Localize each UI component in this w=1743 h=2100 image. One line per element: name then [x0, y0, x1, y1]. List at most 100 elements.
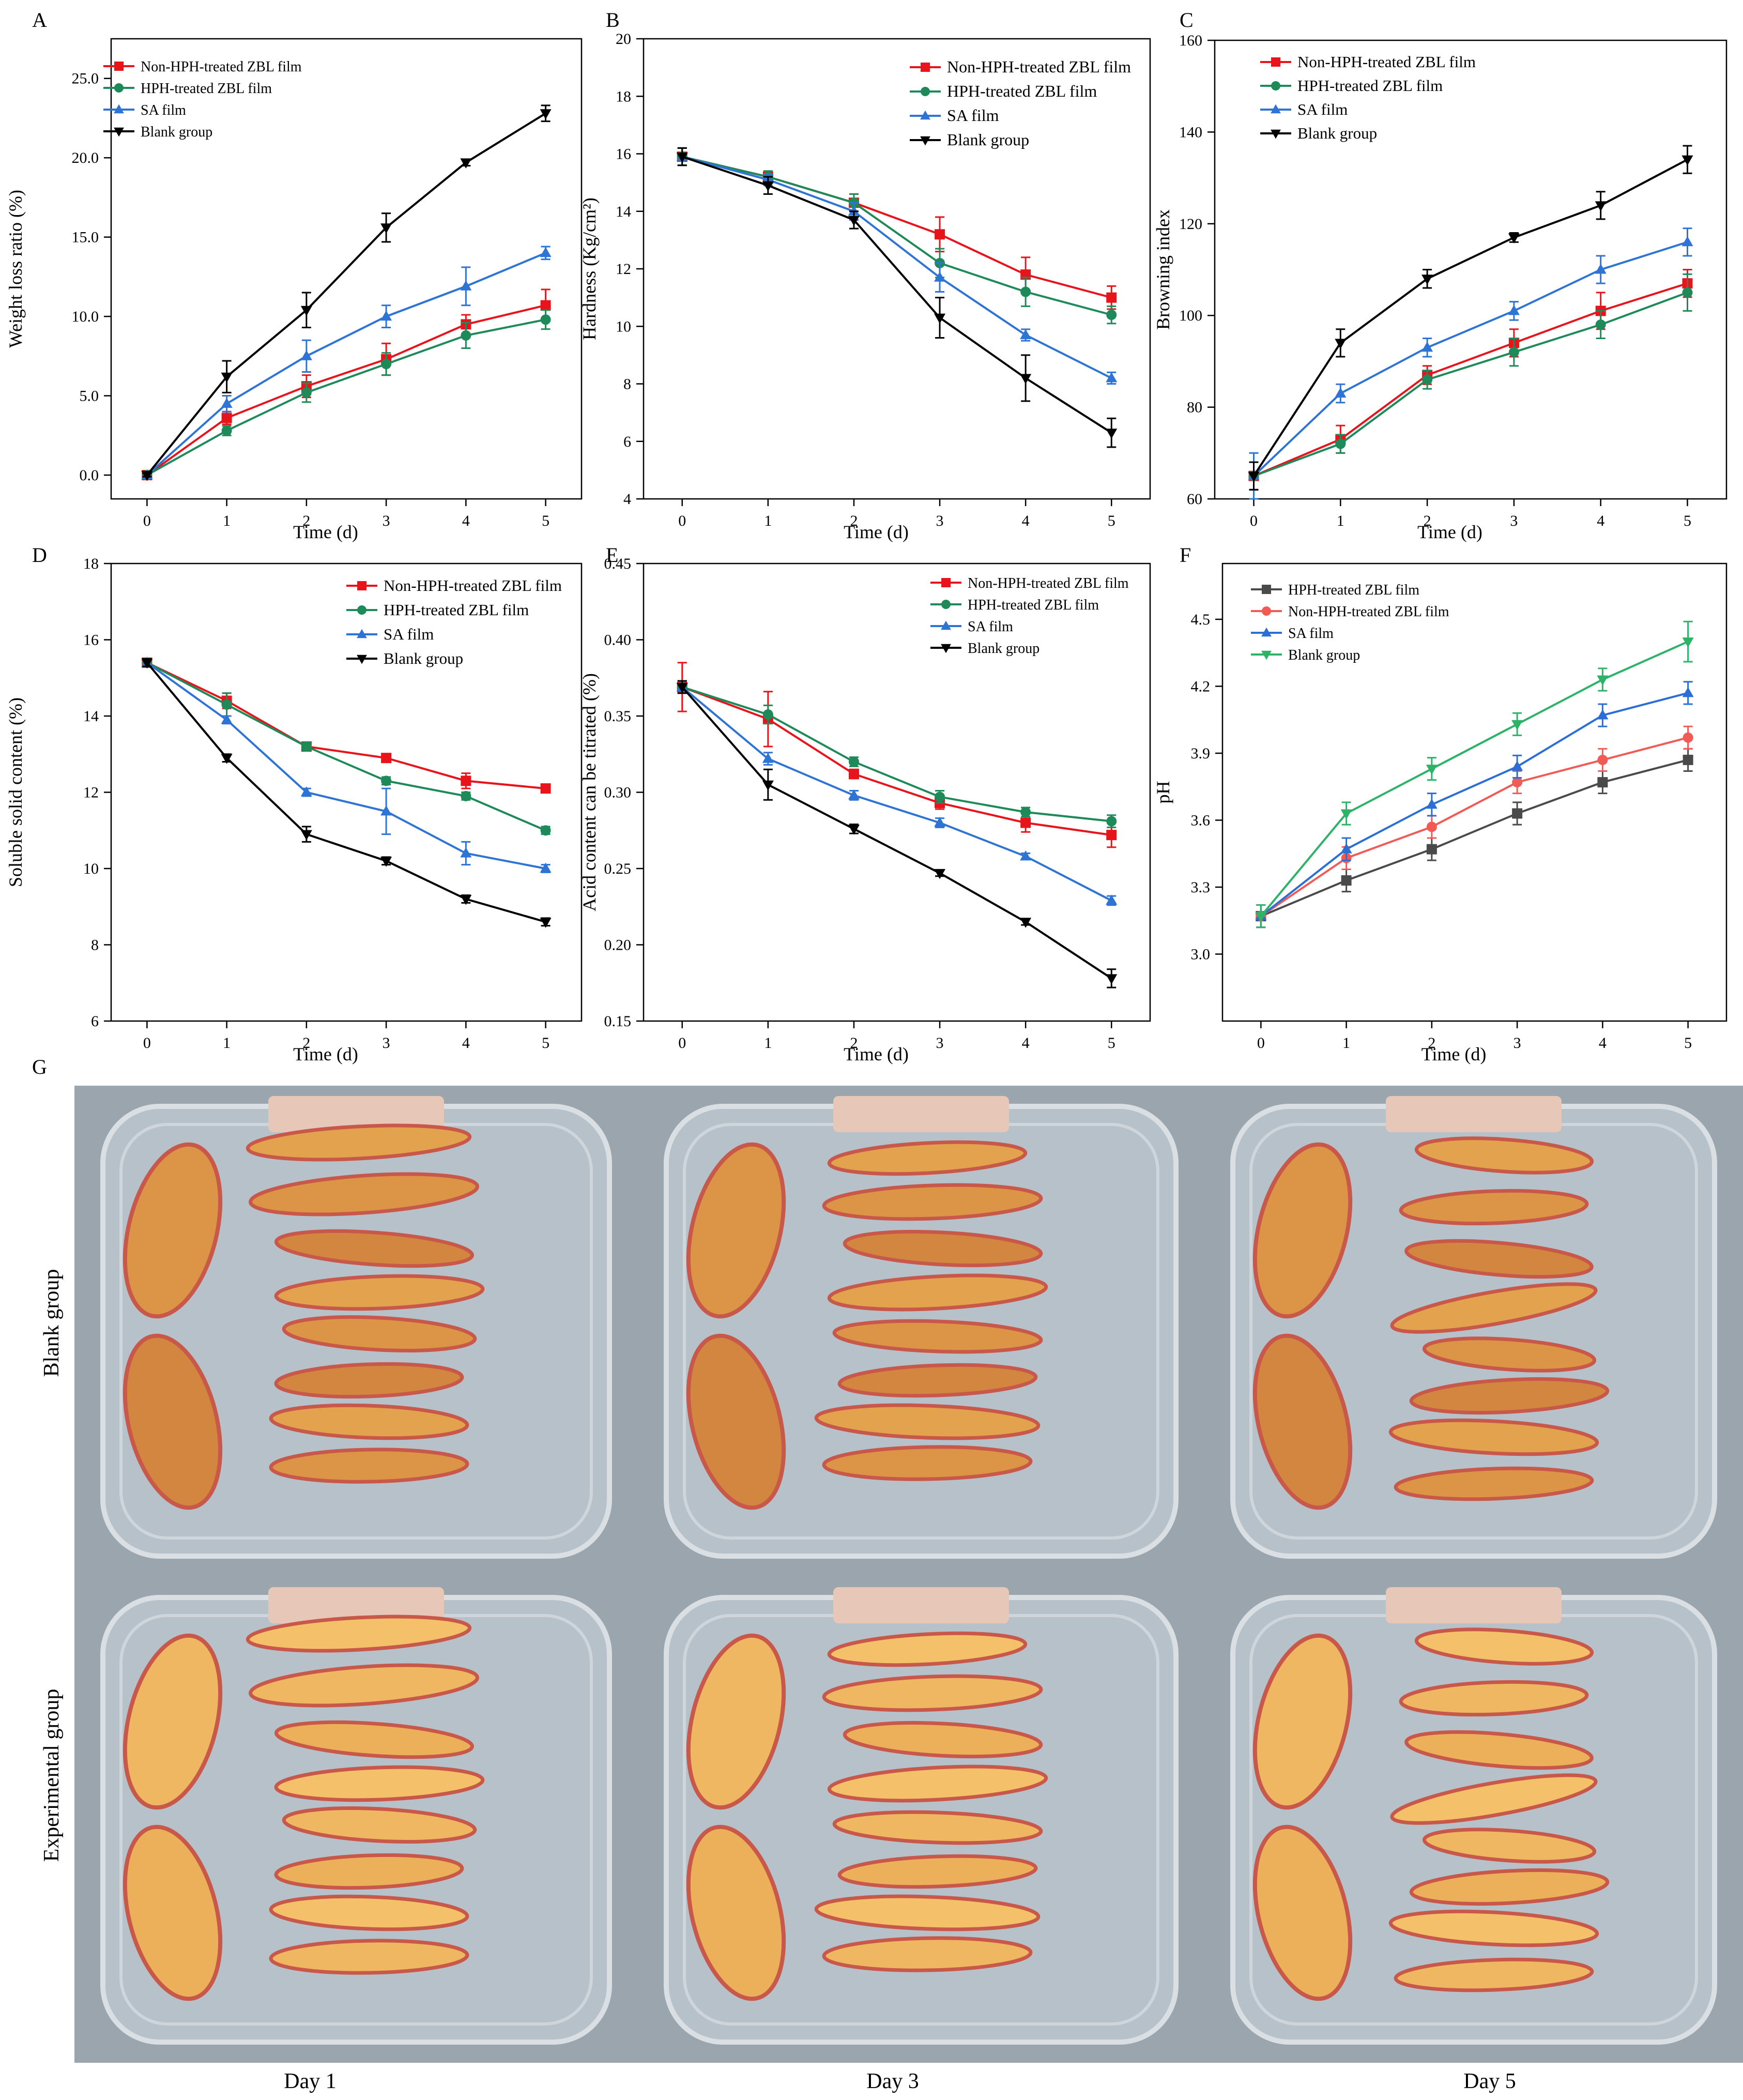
- data-point: [1597, 754, 1608, 765]
- legend-marker: [1271, 129, 1281, 139]
- panel-label-e: E: [606, 543, 618, 567]
- series-line: [1253, 282, 1688, 477]
- apple-slice: [1388, 1909, 1599, 1947]
- legend: HPH-treated ZBL film Non-HPH-treated ZBL …: [1251, 582, 1449, 663]
- series-line: [1252, 158, 1688, 477]
- apple-slice: [274, 1362, 464, 1399]
- data-point: [540, 109, 552, 119]
- apple-slice: [1422, 1336, 1597, 1373]
- row-label-experimental-group: Experimental group: [40, 1688, 64, 1862]
- photo-drawing: [1230, 1096, 1717, 1559]
- data-point: [1106, 830, 1117, 841]
- data-point: [1683, 732, 1693, 743]
- series-non-hph-treated-zbl-film: [1256, 725, 1693, 929]
- apple-slice: [282, 1806, 477, 1844]
- photo-experimental-group-day-5: [1204, 1577, 1743, 2063]
- data-point: [1255, 912, 1267, 922]
- y-axis-label: Acid content can be titrated (%): [579, 673, 600, 911]
- data-point: [141, 658, 153, 669]
- y-tick-label: 8: [623, 376, 631, 393]
- data-point: [460, 280, 472, 291]
- data-point: [460, 158, 472, 169]
- x-tick-label: 3: [383, 1034, 390, 1052]
- legend-label: Non-HPH-treated ZBL film: [384, 576, 562, 595]
- series-line: [682, 156, 1112, 316]
- data-point: [1595, 264, 1607, 274]
- series-line: [681, 686, 1112, 980]
- series-blank-group: [1248, 145, 1693, 491]
- data-point: [1106, 372, 1118, 383]
- apple-slice: [269, 1448, 469, 1484]
- tray-tab: [833, 1587, 1009, 1623]
- data-point: [1597, 777, 1608, 788]
- y-axis-label: Hardness (Kg/cm²): [579, 197, 600, 340]
- legend-marker: [1271, 81, 1280, 90]
- data-point: [1106, 429, 1118, 439]
- apple-slice: [814, 1403, 1041, 1440]
- x-tick-label: 4: [1022, 1034, 1030, 1052]
- plot-frame: [1214, 39, 1727, 500]
- data-point: [540, 314, 551, 325]
- legend-label: SA film: [1297, 100, 1348, 118]
- series-blank-group: [676, 147, 1118, 448]
- data-point: [300, 350, 312, 360]
- series-line: [146, 252, 546, 476]
- data-point: [1595, 201, 1607, 211]
- series-sa-film: [1248, 227, 1693, 500]
- apple-slice: [1404, 1239, 1594, 1279]
- x-tick-label: 2: [302, 512, 310, 529]
- legend-label: HPH-treated ZBL film: [968, 597, 1099, 613]
- x-tick-label: 0: [143, 1034, 151, 1052]
- legend-label: SA film: [384, 625, 434, 643]
- series-sa-film: [676, 147, 1118, 385]
- series-line: [682, 156, 1112, 434]
- y-tick-label: 18: [83, 555, 99, 572]
- legend-marker: [941, 620, 951, 630]
- x-tick-label: 1: [223, 512, 231, 529]
- apple-slice: [827, 1273, 1048, 1312]
- panel-label-c: C: [1180, 8, 1194, 32]
- legend-label: Non-HPH-treated ZBL film: [968, 575, 1129, 591]
- x-tick-label: 2: [1428, 1034, 1435, 1052]
- apple-slice-side: [123, 1333, 223, 1510]
- data-point: [380, 310, 392, 321]
- data-point: [461, 790, 471, 801]
- legend-label: HPH-treated ZBL film: [1288, 582, 1419, 598]
- data-point: [540, 300, 551, 311]
- plot-frame: [110, 38, 583, 500]
- photo-blank-group-day-1: [74, 1086, 638, 1577]
- panel-label-g: G: [32, 1055, 47, 1078]
- y-tick-label: 15.0: [72, 229, 99, 246]
- apple-slice: [1399, 1680, 1589, 1717]
- data-point: [1426, 765, 1438, 775]
- data-point: [221, 372, 233, 383]
- legend-marker: [1271, 104, 1281, 114]
- legend-label: Blank group: [141, 124, 212, 140]
- apple-slice: [843, 1721, 1043, 1759]
- photo-grid: [74, 1086, 1743, 2063]
- data-point: [1597, 675, 1609, 686]
- y-tick-label: 14: [83, 708, 99, 725]
- apple-slice: [274, 1853, 464, 1890]
- data-point: [301, 741, 312, 752]
- data-point: [1508, 233, 1520, 244]
- chart-a: A 0 1 2 3 4 5 0.0 5.0 10.0 15.0 20.0 25.0 Time (d) Wei…: [5, 8, 583, 542]
- legend-label: Non-HPH-treated ZBL film: [1297, 53, 1476, 71]
- x-tick-label: 0: [143, 512, 151, 529]
- tray-tab: [1386, 1096, 1562, 1132]
- col-label-day-5: Day 5: [1463, 2069, 1516, 2093]
- apple-slice: [822, 1936, 1033, 1972]
- x-tick-label: 0: [678, 1034, 686, 1052]
- y-tick-label: 60: [1187, 491, 1202, 508]
- y-tick-label: 0.30: [604, 784, 632, 801]
- apple-slice-side: [123, 1633, 223, 1810]
- data-point: [1511, 720, 1523, 731]
- x-axis-label: Time (d): [293, 1044, 358, 1064]
- data-point: [381, 359, 392, 370]
- y-tick-label: 5.0: [80, 388, 99, 405]
- legend: Non-HPH-treated ZBL film HPH-treated ZBL …: [1260, 53, 1476, 142]
- data-point: [935, 229, 945, 240]
- apple-slice: [1404, 1730, 1594, 1770]
- x-tick-label: 4: [462, 512, 470, 529]
